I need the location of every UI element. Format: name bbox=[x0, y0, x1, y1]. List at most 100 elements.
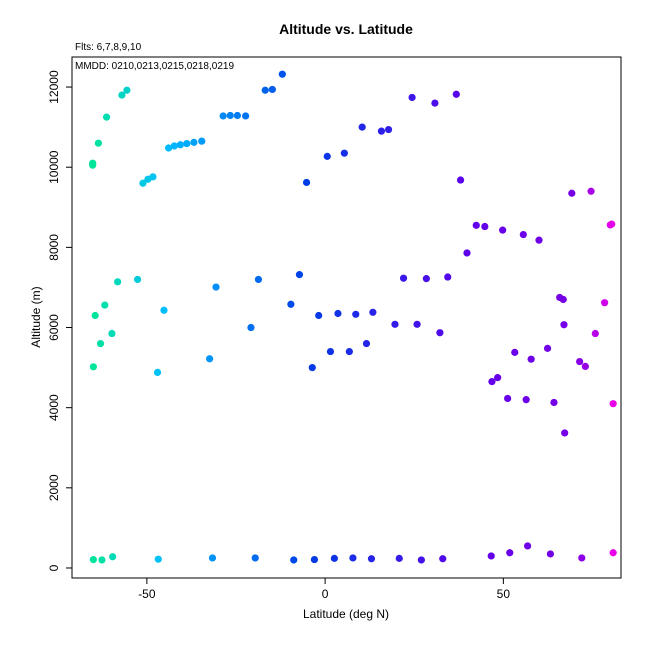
y-tick-label: 0 bbox=[47, 564, 61, 571]
data-point bbox=[170, 142, 178, 150]
y-tick-label: 12000 bbox=[47, 70, 61, 104]
data-point bbox=[587, 187, 595, 195]
data-point bbox=[522, 396, 530, 404]
data-point bbox=[581, 362, 589, 370]
data-point bbox=[290, 556, 298, 564]
data-point bbox=[89, 363, 97, 371]
data-point bbox=[212, 283, 220, 291]
data-point bbox=[89, 555, 97, 564]
data-point bbox=[609, 549, 617, 557]
data-point bbox=[98, 556, 106, 564]
data-point bbox=[154, 555, 162, 563]
data-point bbox=[367, 555, 376, 563]
x-axis-label: Latitude (deg N) bbox=[303, 607, 389, 621]
y-tick-label: 2000 bbox=[47, 474, 61, 501]
data-point bbox=[254, 275, 263, 284]
data-point bbox=[323, 152, 331, 160]
data-point bbox=[358, 123, 366, 131]
data-point bbox=[591, 329, 599, 338]
y-tick-label: 10000 bbox=[47, 150, 61, 184]
data-point bbox=[247, 323, 255, 332]
data-point bbox=[261, 86, 269, 94]
x-tick-label: 0 bbox=[322, 587, 329, 601]
data-point bbox=[472, 221, 480, 229]
data-point bbox=[391, 320, 399, 328]
data-point bbox=[488, 378, 496, 386]
data-point bbox=[242, 112, 250, 120]
data-point bbox=[546, 550, 555, 558]
data-points bbox=[89, 70, 617, 564]
data-point bbox=[422, 275, 430, 283]
data-point bbox=[559, 295, 567, 304]
data-point bbox=[308, 363, 316, 372]
data-point bbox=[369, 308, 377, 316]
data-point bbox=[431, 99, 439, 107]
data-point bbox=[123, 86, 131, 94]
y-tick-label: 4000 bbox=[47, 394, 61, 421]
data-point bbox=[89, 159, 97, 167]
data-point bbox=[326, 347, 335, 356]
y-axis: 0 2000 4000 6000 8000 10000 12000 bbox=[47, 70, 73, 571]
data-point bbox=[399, 274, 408, 282]
data-point bbox=[609, 400, 617, 408]
data-point bbox=[417, 556, 425, 564]
data-point bbox=[345, 347, 353, 356]
data-point bbox=[190, 138, 198, 146]
data-point bbox=[139, 179, 147, 187]
data-point bbox=[287, 300, 295, 308]
data-point bbox=[504, 394, 512, 403]
data-point bbox=[91, 311, 99, 320]
data-point bbox=[413, 320, 421, 328]
data-point bbox=[444, 273, 452, 281]
data-point bbox=[463, 249, 471, 257]
data-point bbox=[519, 230, 527, 239]
data-point bbox=[561, 429, 569, 437]
data-point bbox=[102, 113, 111, 121]
data-point bbox=[149, 173, 157, 181]
data-point bbox=[568, 189, 576, 197]
data-point bbox=[362, 339, 371, 348]
data-point bbox=[543, 344, 552, 352]
data-point bbox=[601, 299, 609, 307]
data-point bbox=[160, 306, 168, 314]
data-point bbox=[251, 554, 259, 562]
data-point bbox=[208, 554, 217, 562]
data-point bbox=[550, 398, 558, 407]
data-point bbox=[349, 554, 357, 562]
data-point bbox=[176, 141, 184, 149]
data-point bbox=[315, 311, 323, 320]
y-axis-label: Altitude (m) bbox=[29, 286, 43, 347]
data-point bbox=[101, 301, 109, 309]
data-point bbox=[183, 139, 191, 148]
dates-subtitle: MMDD: 0210,0213,0215,0218,0219 bbox=[75, 61, 234, 72]
data-point bbox=[133, 275, 142, 284]
data-point bbox=[487, 552, 495, 560]
data-point bbox=[560, 321, 568, 329]
data-point bbox=[395, 554, 403, 562]
x-tick-label: 50 bbox=[497, 587, 511, 601]
y-tick-label: 8000 bbox=[47, 234, 61, 261]
data-point bbox=[377, 127, 386, 135]
data-point bbox=[352, 310, 360, 318]
y-tick-label: 6000 bbox=[47, 314, 61, 341]
data-point bbox=[499, 226, 507, 234]
x-tick-label: -50 bbox=[138, 587, 156, 601]
data-point bbox=[295, 271, 304, 279]
data-point bbox=[456, 176, 465, 184]
data-point bbox=[330, 554, 338, 562]
data-point bbox=[94, 139, 102, 147]
data-point bbox=[302, 178, 311, 187]
flights-subtitle: Flts: 6,7,8,9,10 bbox=[75, 42, 142, 53]
data-point bbox=[153, 368, 162, 377]
data-point bbox=[108, 329, 116, 338]
plot-frame bbox=[71, 56, 622, 579]
chart-title: Altitude vs. Latitude bbox=[279, 21, 413, 37]
data-point bbox=[118, 91, 126, 99]
x-axis: -50 0 50 bbox=[138, 577, 511, 601]
data-point bbox=[494, 374, 502, 382]
data-point bbox=[535, 236, 543, 244]
data-point bbox=[206, 355, 214, 363]
data-point bbox=[96, 339, 105, 348]
